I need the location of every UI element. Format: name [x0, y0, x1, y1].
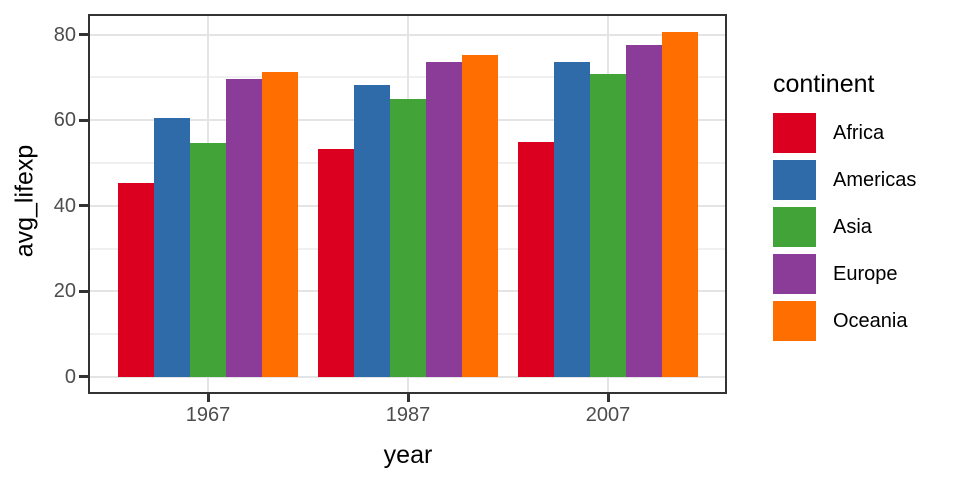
legend-swatch-oceania: [773, 301, 816, 341]
bar-africa-2007: [517, 142, 554, 377]
legend-item-asia: Asia: [773, 207, 916, 247]
legend-item-americas: Americas: [773, 160, 916, 200]
y-tick-label: 40: [53, 194, 76, 217]
bar-europe-1987: [426, 61, 463, 377]
bar-americas-2007: [553, 61, 590, 377]
y-tick-mark: [79, 204, 88, 208]
bar-africa-1987: [317, 148, 354, 377]
y-tick-mark: [79, 33, 88, 37]
bar-oceania-1987: [462, 54, 499, 377]
bar-africa-1967: [117, 183, 154, 377]
bar-asia-1987: [389, 99, 427, 377]
x-tick-mark: [606, 394, 610, 402]
y-tick-label: 80: [53, 23, 76, 46]
plot-panel: [88, 14, 727, 394]
legend-label: Africa: [833, 121, 885, 144]
legend-title: continent: [773, 70, 875, 98]
bar-americas-1987: [353, 85, 390, 377]
legend-label: Americas: [833, 168, 917, 191]
x-tick-mark: [206, 394, 210, 402]
bar-oceania-2007: [662, 31, 699, 377]
legend-swatch-africa: [773, 113, 816, 153]
x-tick-mark: [406, 394, 410, 402]
legend-item-europe: Europe: [773, 254, 916, 294]
bar-oceania-1967: [262, 72, 299, 377]
y-tick-label: 60: [53, 109, 76, 132]
y-tick-label: 0: [64, 365, 76, 388]
bar-asia-2007: [589, 74, 627, 377]
y-tick-mark: [79, 118, 88, 122]
bar-asia-1967: [189, 142, 227, 377]
y-tick-label: 20: [53, 280, 76, 303]
legend-swatch-americas: [773, 160, 816, 200]
legend-items: Africa Americas Asia Europe Oceania: [773, 113, 916, 341]
legend-label: Europe: [833, 262, 898, 285]
x-tick-label: 2007: [585, 404, 631, 426]
legend-label: Oceania: [833, 309, 908, 332]
bar-europe-2007: [626, 44, 663, 377]
x-tick-label: 1987: [385, 404, 431, 426]
legend-item-africa: Africa: [773, 113, 916, 153]
y-tick-mark: [79, 289, 88, 293]
legend-swatch-asia: [773, 207, 816, 247]
bars-layer: [88, 14, 727, 394]
x-tick-label: 1967: [185, 404, 231, 426]
bar-europe-1967: [226, 78, 263, 377]
bar-americas-1967: [153, 118, 190, 377]
legend-item-oceania: Oceania: [773, 301, 916, 341]
legend: continent Africa Americas Asia Europe Oceani…: [773, 70, 916, 348]
legend-label: Asia: [833, 215, 872, 238]
y-tick-mark: [79, 375, 88, 379]
legend-swatch-europe: [773, 254, 816, 294]
x-axis-title: year: [383, 441, 433, 469]
